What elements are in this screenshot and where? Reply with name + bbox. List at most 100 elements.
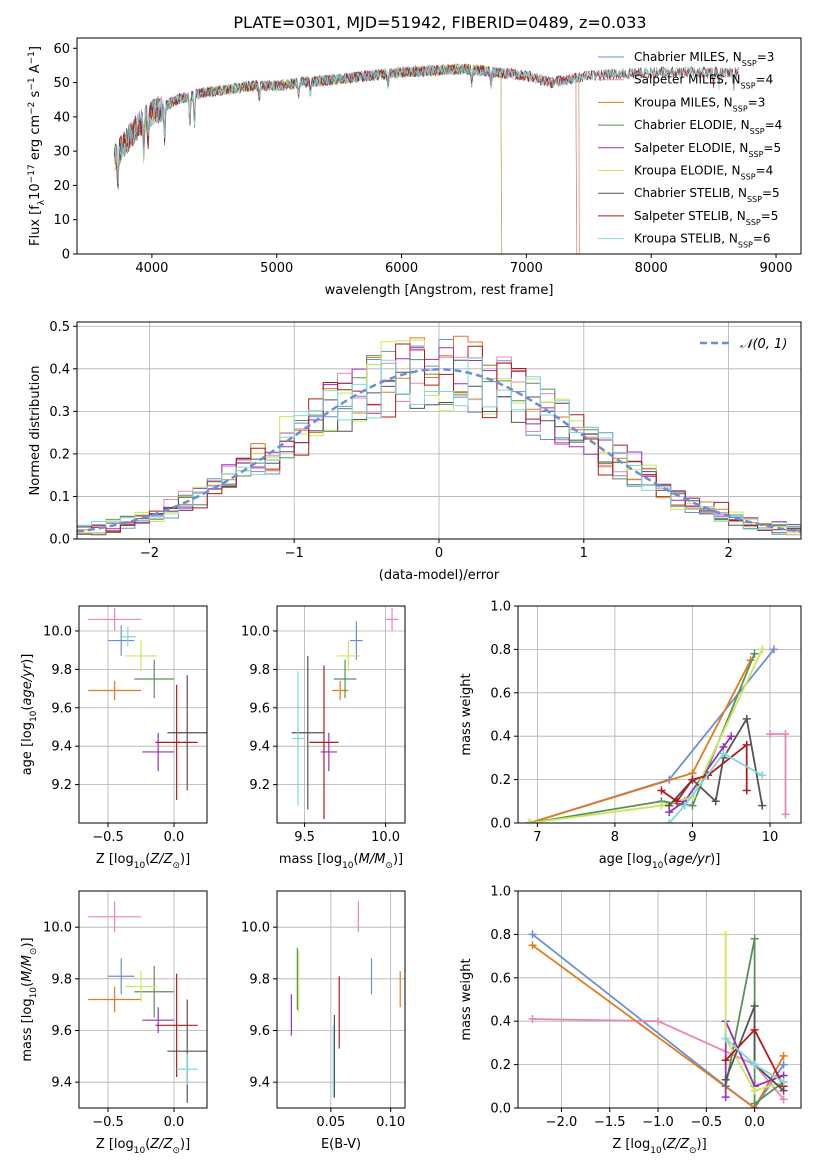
label-part: mass weight	[459, 958, 474, 1040]
point-marker	[750, 934, 759, 943]
point-marker	[721, 1075, 730, 1084]
label-part: Flux [f	[28, 205, 43, 246]
spectrum-y-label: Flux [fλ10−17 erg cm−2 s−1 A−1]	[27, 46, 47, 246]
tick-label-y: 9.2	[51, 778, 72, 793]
tick-label-y: 9.2	[249, 778, 270, 793]
histogram-step	[77, 355, 801, 534]
label-part: age [log	[599, 852, 652, 867]
label-part: Z/Z	[666, 1137, 690, 1152]
tick-label-y: 1.0	[490, 600, 511, 615]
tick-label-x: 0.05	[316, 1115, 345, 1130]
tick-label-y: 20	[53, 179, 70, 194]
label-part: (	[20, 982, 35, 987]
axes-frame	[78, 890, 208, 1109]
point-marker	[654, 1017, 663, 1026]
residuals-y-label: Normed distribution	[28, 366, 43, 496]
massweight-vs-age-plot-area	[525, 645, 790, 823]
label-part: 10	[29, 710, 39, 722]
axes-frame	[76, 37, 802, 255]
tick-label-y: 10	[53, 213, 70, 228]
tick-label-y: 60	[53, 42, 70, 57]
tick-label-x: 9	[688, 830, 696, 845]
label-part: (	[662, 1137, 667, 1152]
point-marker	[742, 786, 751, 795]
point-marker	[688, 775, 697, 784]
legend-sub: SSP	[741, 81, 756, 90]
legend-nssp: =4	[756, 164, 774, 178]
mass-weight-line	[668, 735, 732, 813]
label-part: mass weight	[459, 673, 474, 755]
point-marker	[528, 1015, 537, 1024]
tick-label-x: 0	[435, 546, 443, 561]
label-part: (	[145, 852, 150, 867]
label-part: ⊙	[29, 948, 39, 956]
legend-entry: Chabrier STELIB, NSSP=5	[634, 186, 780, 204]
legend-entry: Salpeter ELODIE, NSSP=5	[634, 141, 781, 159]
massweight-vs-Z-y-label: mass weight	[459, 958, 474, 1040]
tick-label-y: 0.0	[490, 817, 511, 832]
legend-sub: SSP	[746, 217, 761, 226]
legend-model: Chabrier ELODIE, N	[634, 118, 750, 132]
point-marker	[779, 1051, 788, 1060]
spectrum-line	[114, 63, 503, 254]
point-marker	[719, 749, 728, 758]
tick-label-y: 9.4	[51, 740, 72, 755]
point-marker	[711, 797, 720, 806]
tick-label-y: 9.6	[249, 1024, 270, 1039]
tick-label-x: 1	[580, 546, 588, 561]
mass-vs-Z-plot-area	[88, 901, 207, 1103]
tick-label-y: 0	[62, 248, 70, 263]
legend-nssp: =4	[756, 73, 774, 87]
point-marker	[781, 810, 790, 819]
tick-label-x: −1.0	[642, 1115, 674, 1130]
tick-label-x: 7	[533, 830, 541, 845]
tick-label-x: 8	[611, 830, 619, 845]
point-marker	[525, 819, 534, 823]
axes-frame	[276, 890, 406, 1109]
point-marker	[750, 1086, 759, 1095]
point-marker	[680, 801, 689, 810]
tick-label-y: 0.8	[490, 928, 511, 943]
tick-label-y: 40	[53, 110, 70, 125]
tick-label-y: 10.0	[43, 624, 72, 639]
spectrum-line	[114, 63, 503, 254]
label-part: 10	[650, 1146, 662, 1156]
tick-label-y: 0.4	[49, 362, 70, 377]
tick-label-y: 9.8	[51, 972, 72, 987]
mass-vs-EBV-x-label: E(B-V)	[321, 1137, 361, 1152]
legend-sub: SSP	[748, 149, 763, 158]
axes-frame	[517, 890, 802, 1109]
label-part: erg cm	[28, 115, 43, 164]
mass-vs-EBV-panel: 0.05 0.10 9.4 9.6 9.8 10.0 E(B-V)	[241, 890, 406, 1152]
age-vs-mass-x-label: mass [log10(M/M⊙)]	[279, 852, 403, 871]
legend-sub: SSP	[738, 240, 753, 249]
tick-label-x: 2	[724, 546, 732, 561]
massweight-vs-age-y-label: mass weight	[459, 673, 474, 755]
label-part: 10	[342, 861, 354, 871]
label-part: mass [log	[20, 998, 35, 1061]
legend-sub: SSP	[747, 195, 762, 204]
point-marker	[665, 801, 674, 810]
spectrum-x-label: wavelength [Angstrom, rest frame]	[325, 283, 554, 298]
point-marker	[750, 1060, 759, 1069]
tick-label-y: 0.0	[49, 533, 70, 548]
label-part: (	[354, 852, 359, 867]
legend-model: Chabrier MILES, N	[634, 50, 742, 64]
legend-sub: SSP	[741, 172, 756, 181]
axes-frame	[517, 605, 802, 824]
point-marker	[672, 797, 681, 806]
label-part: )]	[393, 852, 403, 867]
label-part: 10	[652, 861, 664, 871]
tick-label-y: 9.4	[249, 1076, 270, 1091]
label-part: )]	[710, 852, 720, 867]
tick-label-y: 0.1	[49, 490, 70, 505]
point-marker	[779, 1077, 788, 1086]
legend-nssp: =4	[765, 118, 783, 132]
label-part: 10	[134, 1146, 146, 1156]
label-part: ]	[28, 46, 43, 51]
legend-nssp: =5	[763, 141, 781, 155]
tick-label-y: 9.4	[249, 740, 270, 755]
legend-model: Salpeter STELIB, N	[634, 209, 746, 223]
point-marker	[769, 645, 778, 654]
point-marker	[688, 801, 697, 810]
